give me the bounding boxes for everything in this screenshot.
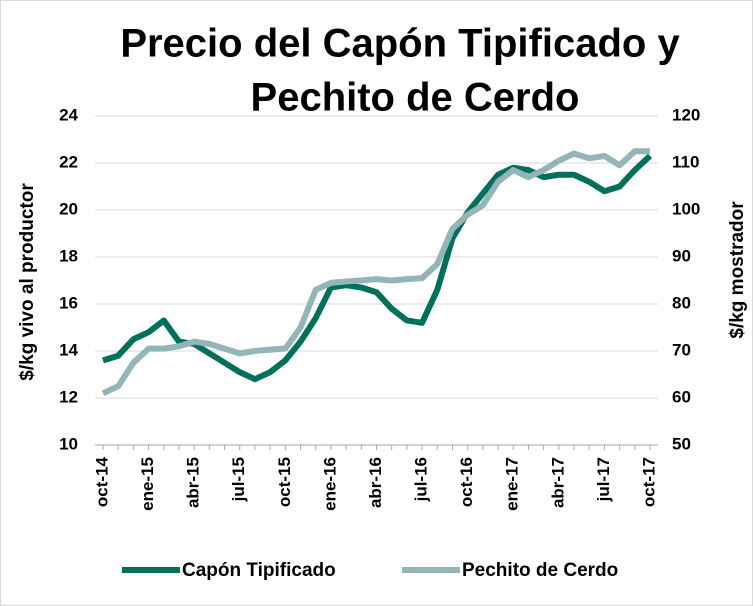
- x-tick-label: ene-17: [503, 457, 522, 511]
- x-tick-label: ene-16: [320, 457, 339, 511]
- x-tick-label: jul-17: [594, 457, 613, 502]
- y-tick-label: 12: [59, 387, 78, 406]
- y2-tick-label: 110: [672, 152, 699, 171]
- legend-label: Capón Tipificado: [182, 560, 336, 581]
- y2-tick-label: 80: [672, 293, 691, 312]
- series-line: [101, 148, 650, 397]
- x-tick-label: oct-15: [275, 457, 294, 507]
- y2-tick-label: 70: [672, 340, 691, 359]
- y2-tick-label: 120: [672, 105, 700, 124]
- x-tick-label: abr-15: [184, 457, 203, 508]
- legend-label: Pechito de Cerdo: [462, 560, 618, 581]
- x-tick-label: oct-17: [639, 457, 658, 507]
- chart-title: Precio del Capón Tipificado y: [120, 22, 680, 66]
- y-tick-label: 10: [59, 434, 78, 453]
- y2-axis-label: $/kg mostrador: [727, 201, 748, 339]
- x-tick-label: oct-14: [92, 456, 111, 507]
- y-tick-label: 14: [59, 340, 78, 359]
- y-tick-label: 18: [59, 246, 78, 265]
- x-tick-label: jul-15: [229, 457, 248, 502]
- y-tick-label: 20: [59, 199, 78, 218]
- y2-tick-label: 60: [672, 387, 691, 406]
- y2-tick-label: 100: [672, 199, 700, 218]
- y-tick-label: 22: [59, 152, 78, 171]
- y2-tick-label: 50: [672, 434, 691, 453]
- y-tick-label: 16: [59, 293, 78, 312]
- x-tick-label: ene-15: [138, 457, 157, 511]
- x-tick-label: abr-17: [548, 457, 567, 508]
- y-tick-label: 24: [59, 105, 78, 124]
- y-axis-label: $/kg vivo al productor: [17, 183, 38, 381]
- x-tick-label: abr-16: [366, 457, 385, 508]
- x-tick-label: jul-16: [412, 457, 431, 502]
- x-tick-label: oct-16: [457, 457, 476, 507]
- y2-tick-label: 90: [672, 246, 691, 265]
- chart-title: Pechito de Cerdo: [251, 76, 580, 120]
